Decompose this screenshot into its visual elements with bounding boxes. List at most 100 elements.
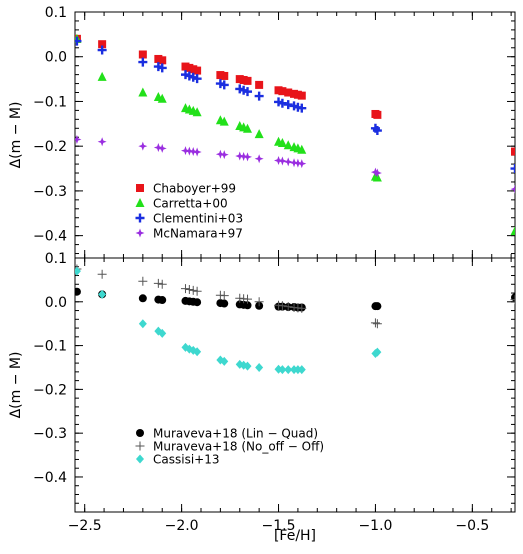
data-point: [289, 158, 299, 168]
y-tick-label: −0.2: [33, 382, 67, 398]
legend-marker: [136, 184, 144, 192]
data-point: [180, 146, 190, 156]
data-point: [510, 184, 515, 194]
legend-label: Carretta+00: [153, 197, 228, 211]
data-point: [278, 365, 287, 375]
data-point: [277, 98, 287, 108]
data-point: [297, 144, 307, 154]
series-1: [75, 33, 515, 236]
legend-label: Clementini+03: [153, 212, 243, 226]
data-point: [235, 151, 245, 161]
data-point: [188, 147, 198, 157]
data-point: [283, 140, 293, 150]
data-point: [243, 87, 253, 97]
data-points: [75, 33, 515, 236]
data-point: [283, 100, 293, 110]
y-tick-label: −0.1: [33, 94, 67, 110]
data-point: [373, 347, 382, 357]
legend-label: Muraveva+18 (Lin − Quad): [153, 427, 318, 441]
data-point: [215, 149, 225, 159]
data-point: [219, 291, 229, 301]
legend-marker: [135, 228, 145, 238]
data-point: [97, 71, 107, 81]
x-tick-label: −0.5: [455, 518, 489, 534]
series-1: [75, 264, 515, 329]
x-tick-label: −2.5: [68, 518, 102, 534]
data-point: [297, 159, 307, 169]
data-point: [254, 91, 264, 101]
legend-label: Muraveva+18 (No_off − Off): [153, 440, 324, 454]
data-point: [372, 319, 382, 329]
data-point: [192, 286, 202, 296]
data-point: [277, 156, 287, 166]
data-point: [373, 110, 382, 119]
y-tick-label: −0.3: [33, 184, 67, 200]
y-tick-label: −0.4: [33, 229, 67, 245]
data-point: [219, 116, 229, 126]
data-point: [158, 296, 167, 305]
data-point: [243, 301, 252, 310]
data-point: [297, 103, 307, 113]
legend: Muraveva+18 (Lin − Quad)Muraveva+18 (No_…: [135, 427, 324, 467]
panel-top: 0.1 0.0 −0.1 −0.2 −0.3 −0.4 Δ(m − M) Chaboyer+9…: [8, 5, 516, 259]
y-tick-label: 0.0: [45, 50, 67, 66]
data-point: [243, 361, 252, 371]
y-tick-label: −0.4: [33, 470, 67, 486]
data-point: [255, 80, 264, 89]
data-point: [243, 152, 253, 162]
data-point: [254, 129, 264, 139]
x-tick-label: −1.0: [358, 518, 392, 534]
data-point: [184, 285, 194, 295]
data-point: [138, 294, 147, 303]
data-point: [510, 164, 515, 174]
data-point: [75, 266, 81, 276]
data-point: [372, 126, 382, 136]
data-point: [254, 154, 264, 164]
data-point: [193, 66, 202, 75]
y-tick-label: −0.3: [33, 426, 67, 442]
data-point: [239, 151, 249, 161]
data-point: [192, 107, 202, 117]
data-point: [138, 50, 147, 59]
data-point: [277, 138, 287, 148]
data-point: [254, 297, 264, 307]
plot-frame: [74, 257, 516, 513]
data-point: [180, 284, 190, 294]
data-point: [220, 356, 229, 366]
data-point: [192, 147, 202, 157]
y-tick-label: 0.1: [45, 5, 67, 21]
data-point: [98, 289, 107, 299]
data-point: [372, 168, 382, 178]
legend-marker: [136, 454, 144, 464]
x-tick-label: −1.5: [262, 518, 296, 534]
data-point: [157, 279, 167, 289]
data-point: [97, 269, 107, 279]
data-point: [370, 318, 380, 328]
data-point: [243, 123, 253, 133]
data-point: [220, 299, 229, 308]
legend-marker: [135, 198, 145, 207]
data-point: [293, 158, 303, 168]
data-point: [283, 302, 293, 312]
data-point: [75, 36, 82, 46]
series-3: [75, 134, 515, 194]
legend-label: McNamara+97: [153, 227, 243, 241]
data-point: [219, 80, 229, 90]
y-tick-label: 0.1: [45, 251, 67, 267]
series-2: [75, 266, 382, 375]
data-point: [297, 303, 307, 313]
data-point: [373, 302, 382, 311]
legend-label: Chaboyer+99: [153, 182, 236, 196]
data-point: [153, 143, 163, 153]
x-axis-title: [Fe/H]: [274, 528, 316, 544]
data-point: [219, 150, 229, 160]
data-point: [192, 74, 202, 84]
y-tick-label: −0.2: [33, 139, 67, 155]
series-2: [75, 36, 515, 174]
y-axis-title: Δ(m − M): [8, 102, 24, 169]
data-point: [277, 301, 287, 311]
data-point: [297, 91, 306, 100]
panel-bottom: −2.5 −2.0 −1.5 −1.0 −0.5 0.1 0.0 −0.1 −0.2 −0.3 −0…: [8, 251, 516, 544]
